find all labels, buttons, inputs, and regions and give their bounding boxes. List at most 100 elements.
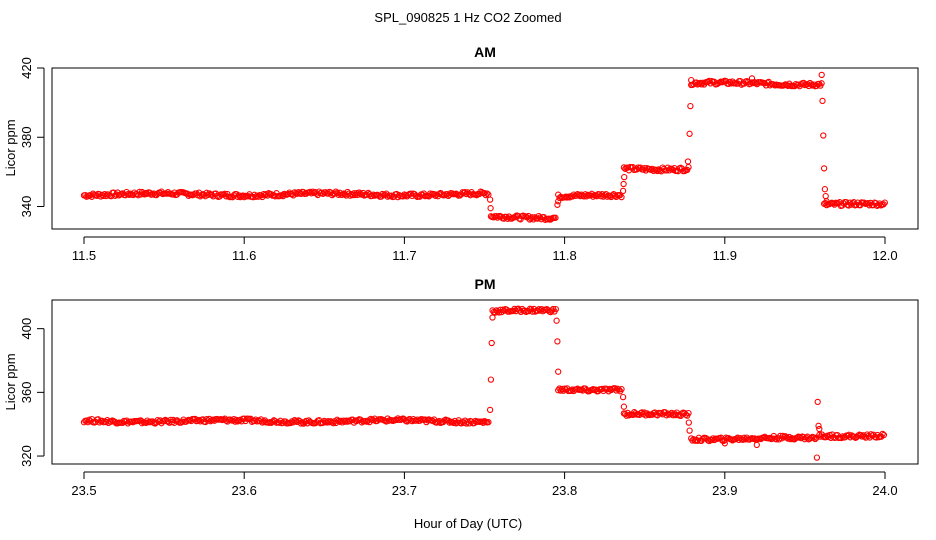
pm-data-point bbox=[851, 433, 858, 440]
pm-data-point bbox=[663, 412, 670, 419]
pm-transition-point bbox=[814, 398, 821, 406]
am-data-point bbox=[552, 214, 559, 221]
pm-transition-point bbox=[555, 368, 562, 375]
pm-data-point bbox=[879, 430, 886, 438]
am-transition-point bbox=[686, 130, 693, 137]
pm-transition-point bbox=[487, 376, 495, 383]
am-panel-title: AM bbox=[474, 44, 496, 60]
am-data-point bbox=[483, 190, 491, 197]
am-x-tick-label: 11.8 bbox=[552, 248, 576, 263]
am-transition-point bbox=[821, 186, 829, 193]
pm-axes: 23.5 23.6 23.7 23.8 23.9 24.0 320 360 400 bbox=[19, 318, 898, 498]
pm-x-tick-label: 23.9 bbox=[712, 483, 737, 498]
am-transition-point bbox=[819, 97, 826, 105]
am-data-point bbox=[482, 191, 489, 199]
am-x-tick-label: 11.6 bbox=[232, 248, 256, 263]
am-transition-point bbox=[818, 71, 825, 79]
pm-data-point bbox=[499, 306, 506, 313]
pm-data-point bbox=[618, 385, 625, 393]
pm-transition-point bbox=[753, 441, 760, 449]
pm-transition-point bbox=[486, 406, 494, 414]
am-data-point bbox=[339, 191, 346, 198]
am-data-point bbox=[654, 167, 661, 175]
pm-data-point bbox=[827, 434, 835, 442]
pm-x-tick-label: 23.5 bbox=[71, 483, 96, 498]
am-transition-point bbox=[486, 196, 494, 203]
pm-transition-point bbox=[815, 422, 822, 429]
am-transition-point bbox=[687, 102, 694, 110]
am-transition-point bbox=[684, 158, 692, 165]
pm-data-point bbox=[779, 432, 787, 440]
am-data-point bbox=[379, 190, 386, 198]
am-y-axis-label: Licor ppm bbox=[3, 119, 18, 176]
am-data-point bbox=[536, 214, 544, 221]
pm-data-point bbox=[812, 435, 819, 443]
pm-data-point bbox=[297, 420, 305, 427]
am-data-point bbox=[583, 193, 590, 200]
am-x-tick-label: 11.9 bbox=[713, 248, 737, 263]
am-x-tick-label: 11.5 bbox=[72, 248, 96, 263]
pm-data-point bbox=[685, 409, 692, 417]
am-data-point bbox=[618, 193, 625, 201]
am-y-tick-label: 420 bbox=[19, 57, 34, 79]
figure-title: SPL_090825 1 Hz CO2 Zoomed bbox=[374, 10, 561, 25]
pm-data-point bbox=[552, 305, 559, 313]
am-transition-point bbox=[487, 205, 494, 212]
pm-transition-point bbox=[489, 314, 496, 321]
pm-data-point bbox=[325, 418, 332, 425]
am-transition-point bbox=[823, 198, 830, 205]
am-data-point bbox=[881, 199, 888, 206]
am-data-point bbox=[463, 190, 470, 198]
pm-y-axis-label: Licor ppm bbox=[3, 353, 18, 410]
pm-transition-point bbox=[686, 427, 693, 434]
am-data-point bbox=[241, 193, 248, 201]
x-axis-label: Hour of Day (UTC) bbox=[414, 516, 522, 531]
pm-data-point bbox=[542, 306, 549, 314]
am-panel: AM Licor ppm 11.5 11.6 11.7 11.8 11.9 12.0 340… bbox=[3, 44, 919, 263]
pm-transition-point bbox=[619, 393, 627, 401]
pm-x-tick-label: 23.6 bbox=[232, 483, 257, 498]
pm-plot-frame bbox=[51, 299, 919, 465]
am-data-point bbox=[818, 80, 825, 87]
am-data-point bbox=[126, 191, 133, 199]
am-transition-point bbox=[621, 173, 628, 181]
pm-transition-point bbox=[685, 419, 692, 426]
pm-panel: PM Licor ppm 23.5 23.6 23.7 23.8 23.9 24.0 320… bbox=[3, 276, 919, 498]
pm-y-tick-label: 320 bbox=[19, 445, 34, 467]
pm-data-point bbox=[838, 434, 845, 442]
pm-data-point bbox=[858, 433, 866, 440]
pm-transition-point bbox=[554, 338, 561, 345]
pm-transition-point bbox=[816, 425, 823, 433]
pm-data-point bbox=[740, 434, 748, 441]
am-transition-point bbox=[820, 132, 827, 139]
pm-transition-point bbox=[813, 454, 821, 461]
pm-x-tick-label: 23.8 bbox=[552, 483, 577, 498]
am-data-point bbox=[620, 164, 628, 171]
am-transition-point bbox=[688, 76, 695, 84]
pm-data-point bbox=[615, 386, 623, 393]
pm-data-point bbox=[880, 431, 888, 439]
pm-data-point bbox=[522, 308, 530, 316]
pm-transition-point bbox=[721, 440, 728, 447]
am-transition-point bbox=[620, 180, 627, 188]
pm-y-tick-label: 400 bbox=[19, 318, 34, 340]
am-x-tick-label: 12.0 bbox=[872, 248, 897, 263]
am-axes: 11.5 11.6 11.7 11.8 11.9 12.0 340 380 420 bbox=[19, 57, 898, 263]
am-transition-point bbox=[555, 198, 562, 205]
pm-transition-point bbox=[553, 317, 560, 324]
am-y-tick-label: 380 bbox=[19, 126, 34, 148]
pm-panel-title: PM bbox=[475, 276, 496, 292]
am-data-point bbox=[427, 190, 434, 197]
pm-y-tick-label: 360 bbox=[19, 381, 34, 403]
pm-data-point bbox=[485, 418, 492, 426]
pm-x-tick-label: 24.0 bbox=[872, 483, 897, 498]
am-plot-frame bbox=[51, 67, 919, 230]
pm-data-point bbox=[138, 420, 146, 427]
pm-data-point bbox=[810, 434, 818, 441]
pm-data-points bbox=[80, 305, 888, 461]
am-data-points bbox=[80, 71, 888, 223]
pm-transition-point bbox=[620, 403, 628, 410]
am-transition-point bbox=[554, 201, 561, 208]
